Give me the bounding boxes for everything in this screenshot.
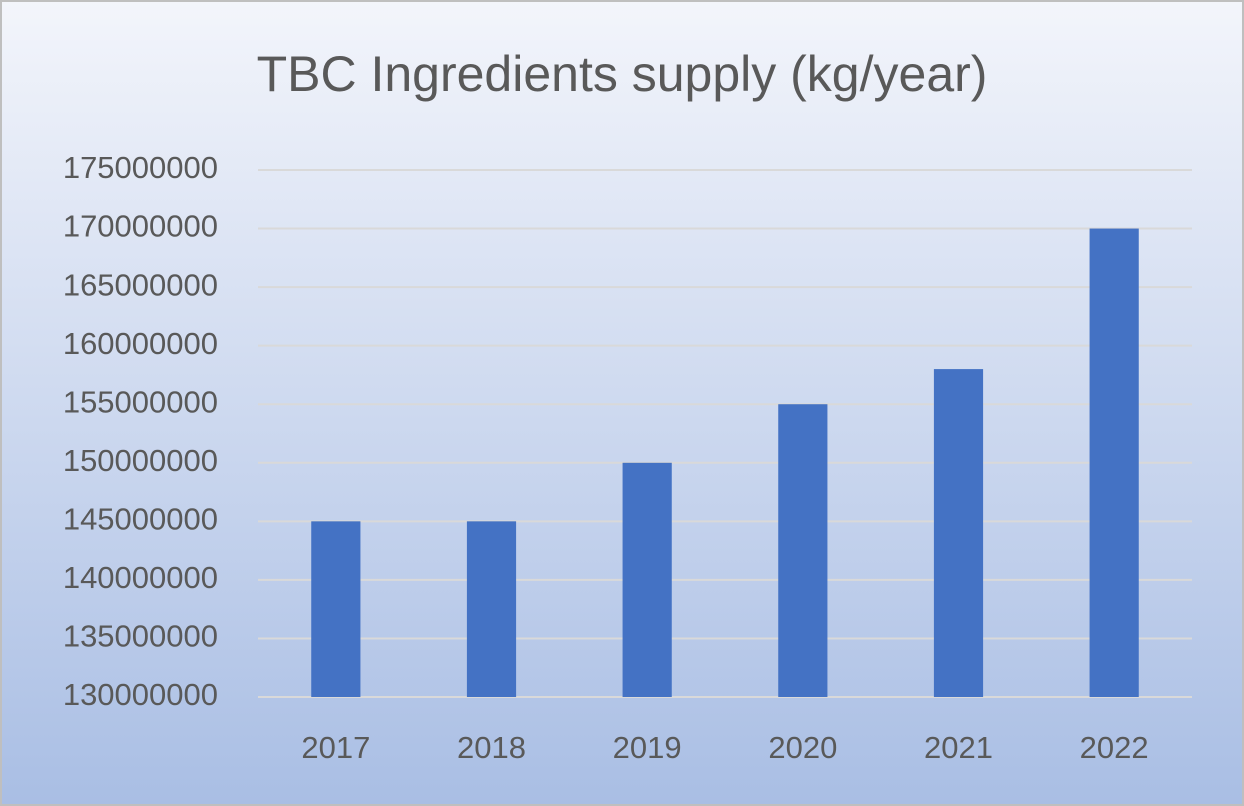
y-tick-label: 170000000 (63, 209, 218, 244)
bar (466, 521, 517, 697)
y-tick-label: 160000000 (63, 326, 218, 361)
y-tick-label: 175000000 (63, 150, 218, 185)
bar (311, 521, 361, 697)
bar (778, 404, 828, 697)
y-tick-label: 165000000 (63, 267, 218, 302)
x-tick-label: 2018 (457, 730, 526, 765)
x-tick-label: 2017 (301, 730, 370, 765)
y-tick-label: 145000000 (63, 502, 218, 537)
y-tick-label: 150000000 (63, 443, 218, 478)
bar (1089, 228, 1139, 698)
x-tick-label: 2022 (1080, 730, 1149, 765)
x-tick-label: 2021 (924, 730, 993, 765)
y-tick-label: 155000000 (63, 384, 218, 419)
x-tick-label: 2020 (768, 730, 837, 765)
chart-title: TBC Ingredients supply (kg/year) (257, 46, 988, 102)
y-tick-label: 135000000 (63, 619, 218, 654)
y-tick-label: 130000000 (63, 677, 218, 712)
bar (622, 462, 672, 697)
y-tick-label: 140000000 (63, 560, 218, 595)
x-tick-label: 2019 (613, 730, 682, 765)
bar (933, 369, 984, 697)
